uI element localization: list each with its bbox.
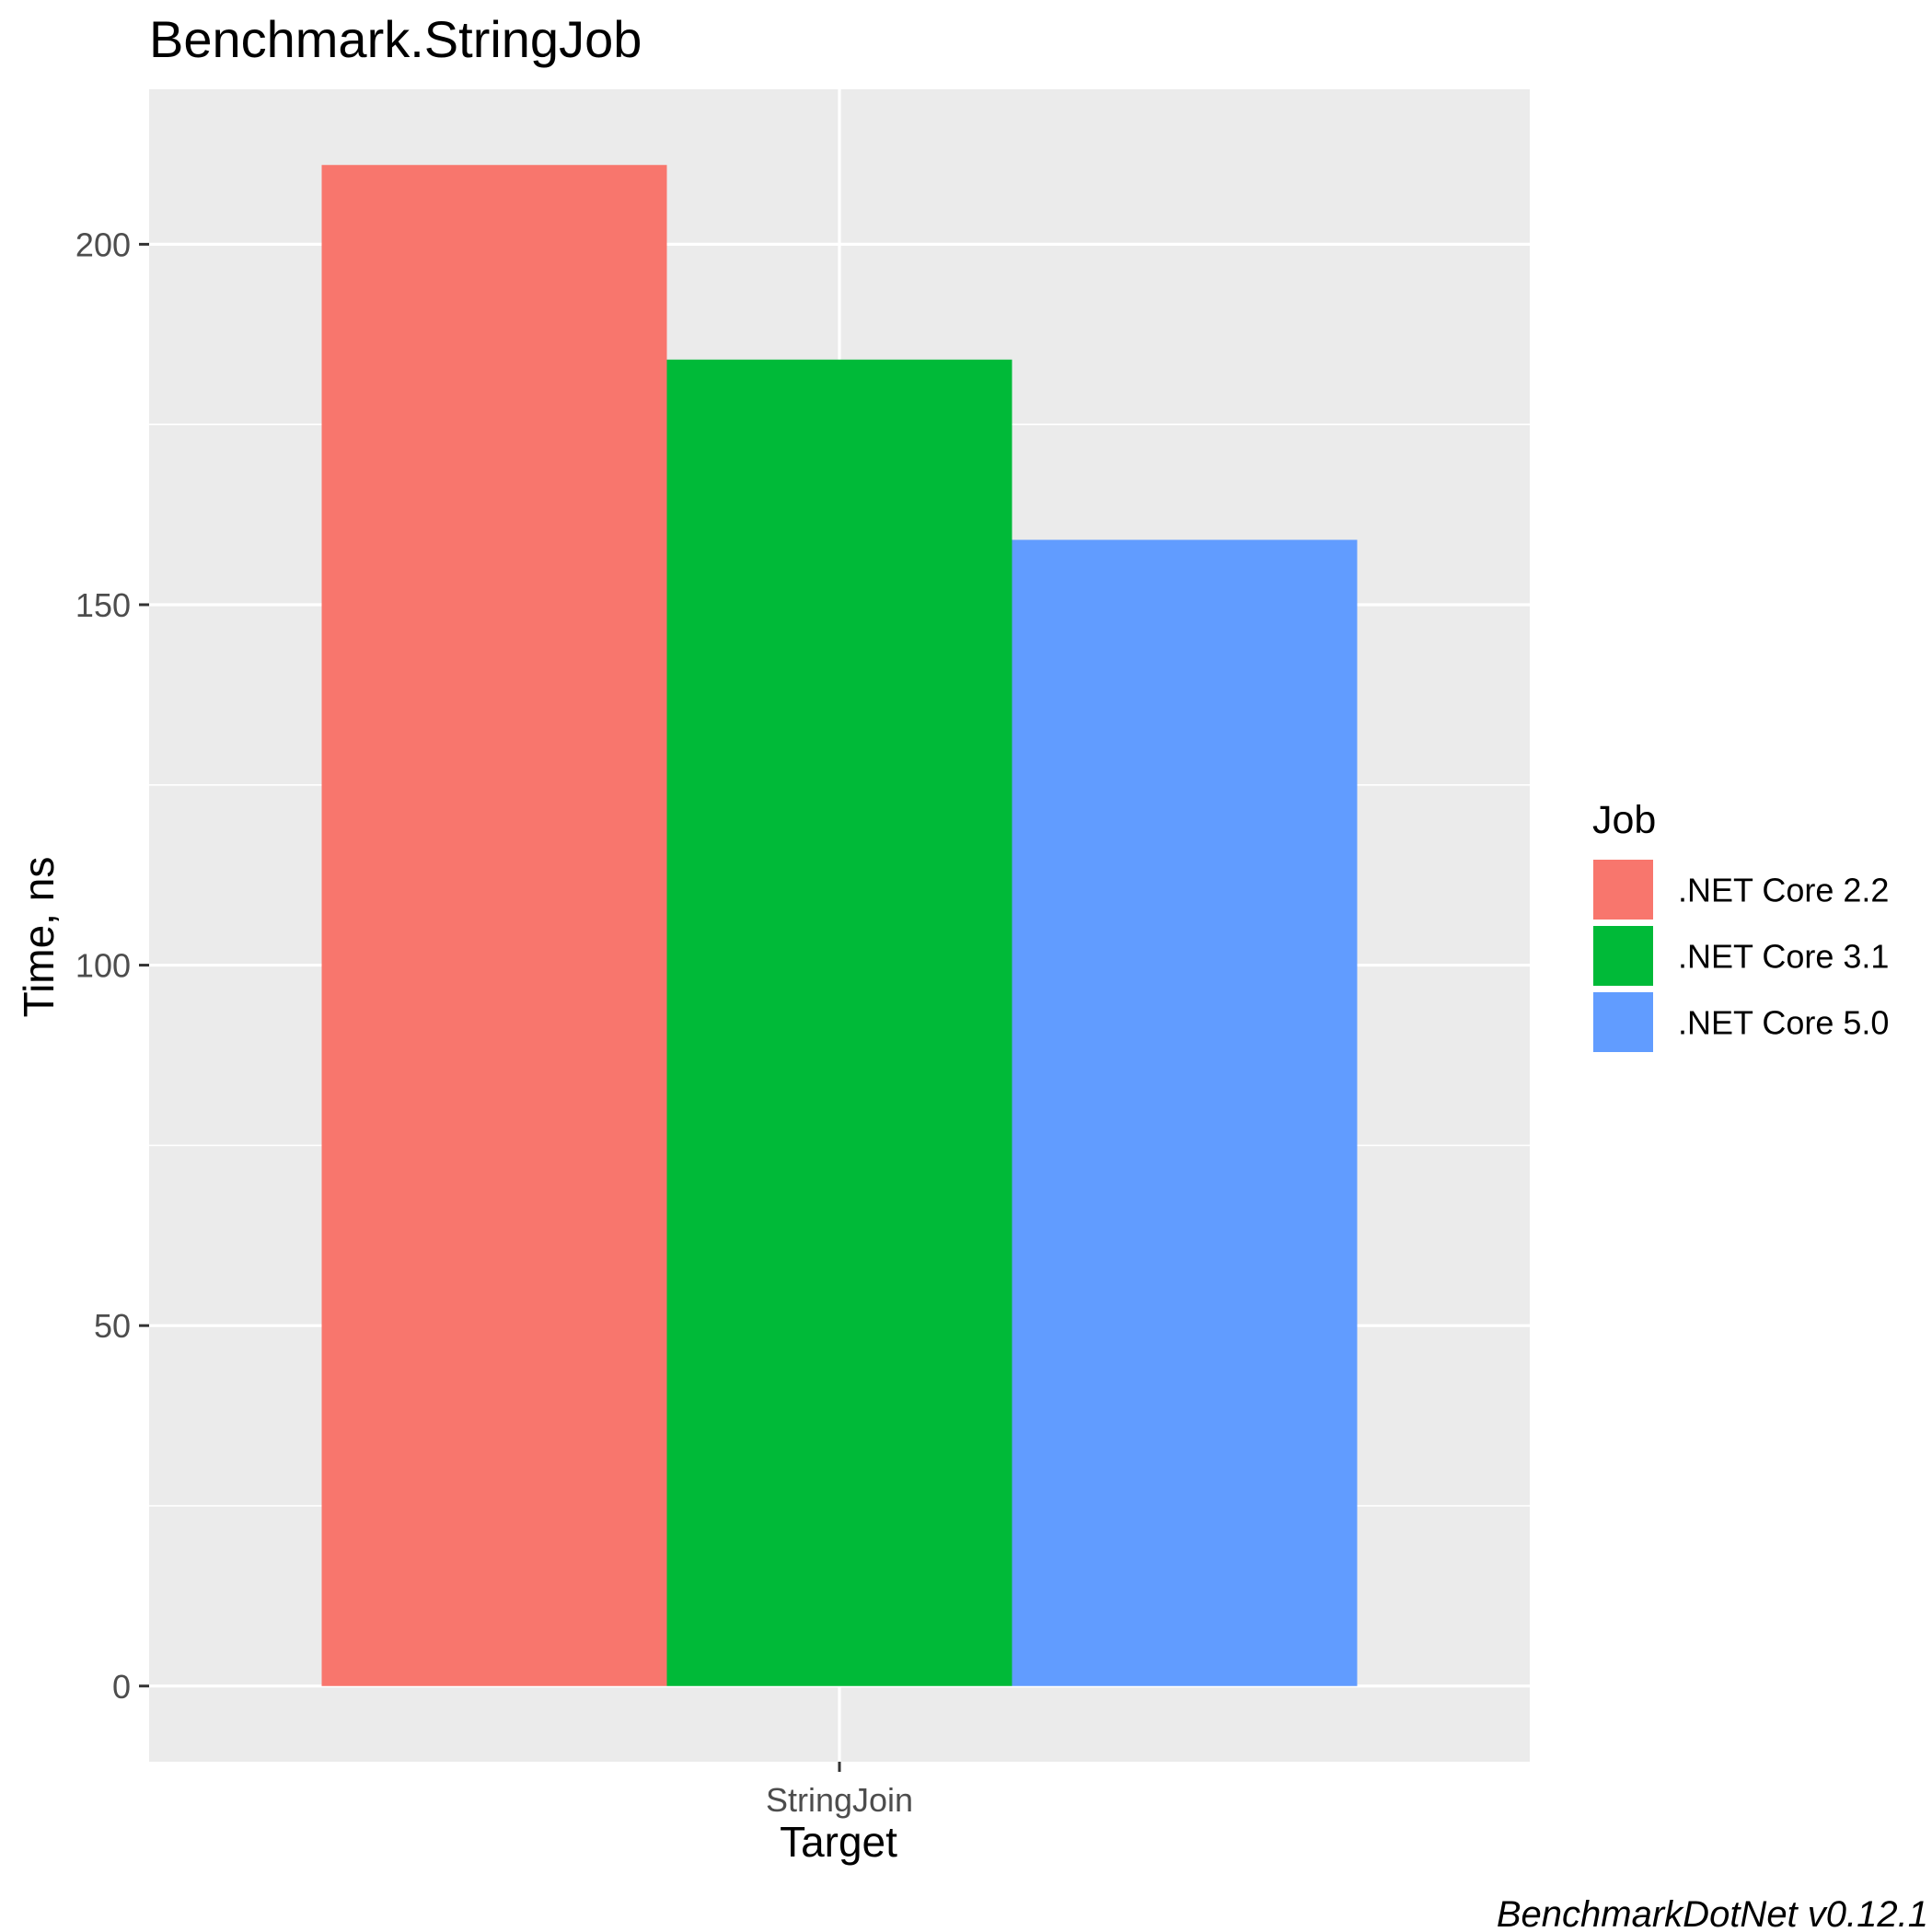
x-tick-label: StringJoin xyxy=(766,1781,913,1819)
legend: Job .NET Core 2.2 .NET Core 3.1 .NET Core … xyxy=(1591,798,1889,1054)
legend-key xyxy=(1591,858,1655,921)
caption: BenchmarkDotNet v0.12.1 xyxy=(1497,1894,1928,1932)
bar xyxy=(1012,539,1358,1686)
bars xyxy=(321,165,1358,1686)
y-tick-label: 200 xyxy=(75,226,131,263)
bar xyxy=(321,165,667,1686)
y-tick-label: 0 xyxy=(112,1668,131,1706)
legend-title: Job xyxy=(1592,798,1656,842)
legend-label: .NET Core 3.1 xyxy=(1678,938,1889,976)
legend-label: .NET Core 5.0 xyxy=(1678,1004,1889,1042)
y-tick-label: 50 xyxy=(94,1307,131,1345)
y-axis: 0 50 100 150 200 xyxy=(75,226,149,1706)
y-tick-label: 100 xyxy=(75,947,131,985)
x-axis: StringJoin xyxy=(766,1762,913,1819)
legend-key xyxy=(1591,990,1655,1054)
y-axis-title: Time, ns xyxy=(15,857,63,1018)
y-tick-label: 150 xyxy=(75,586,131,624)
x-axis-title: Target xyxy=(780,1818,897,1866)
chart-title: Benchmark.StringJob xyxy=(149,10,642,68)
legend-label: .NET Core 2.2 xyxy=(1678,872,1889,909)
bar xyxy=(666,359,1012,1686)
legend-key xyxy=(1591,924,1655,988)
